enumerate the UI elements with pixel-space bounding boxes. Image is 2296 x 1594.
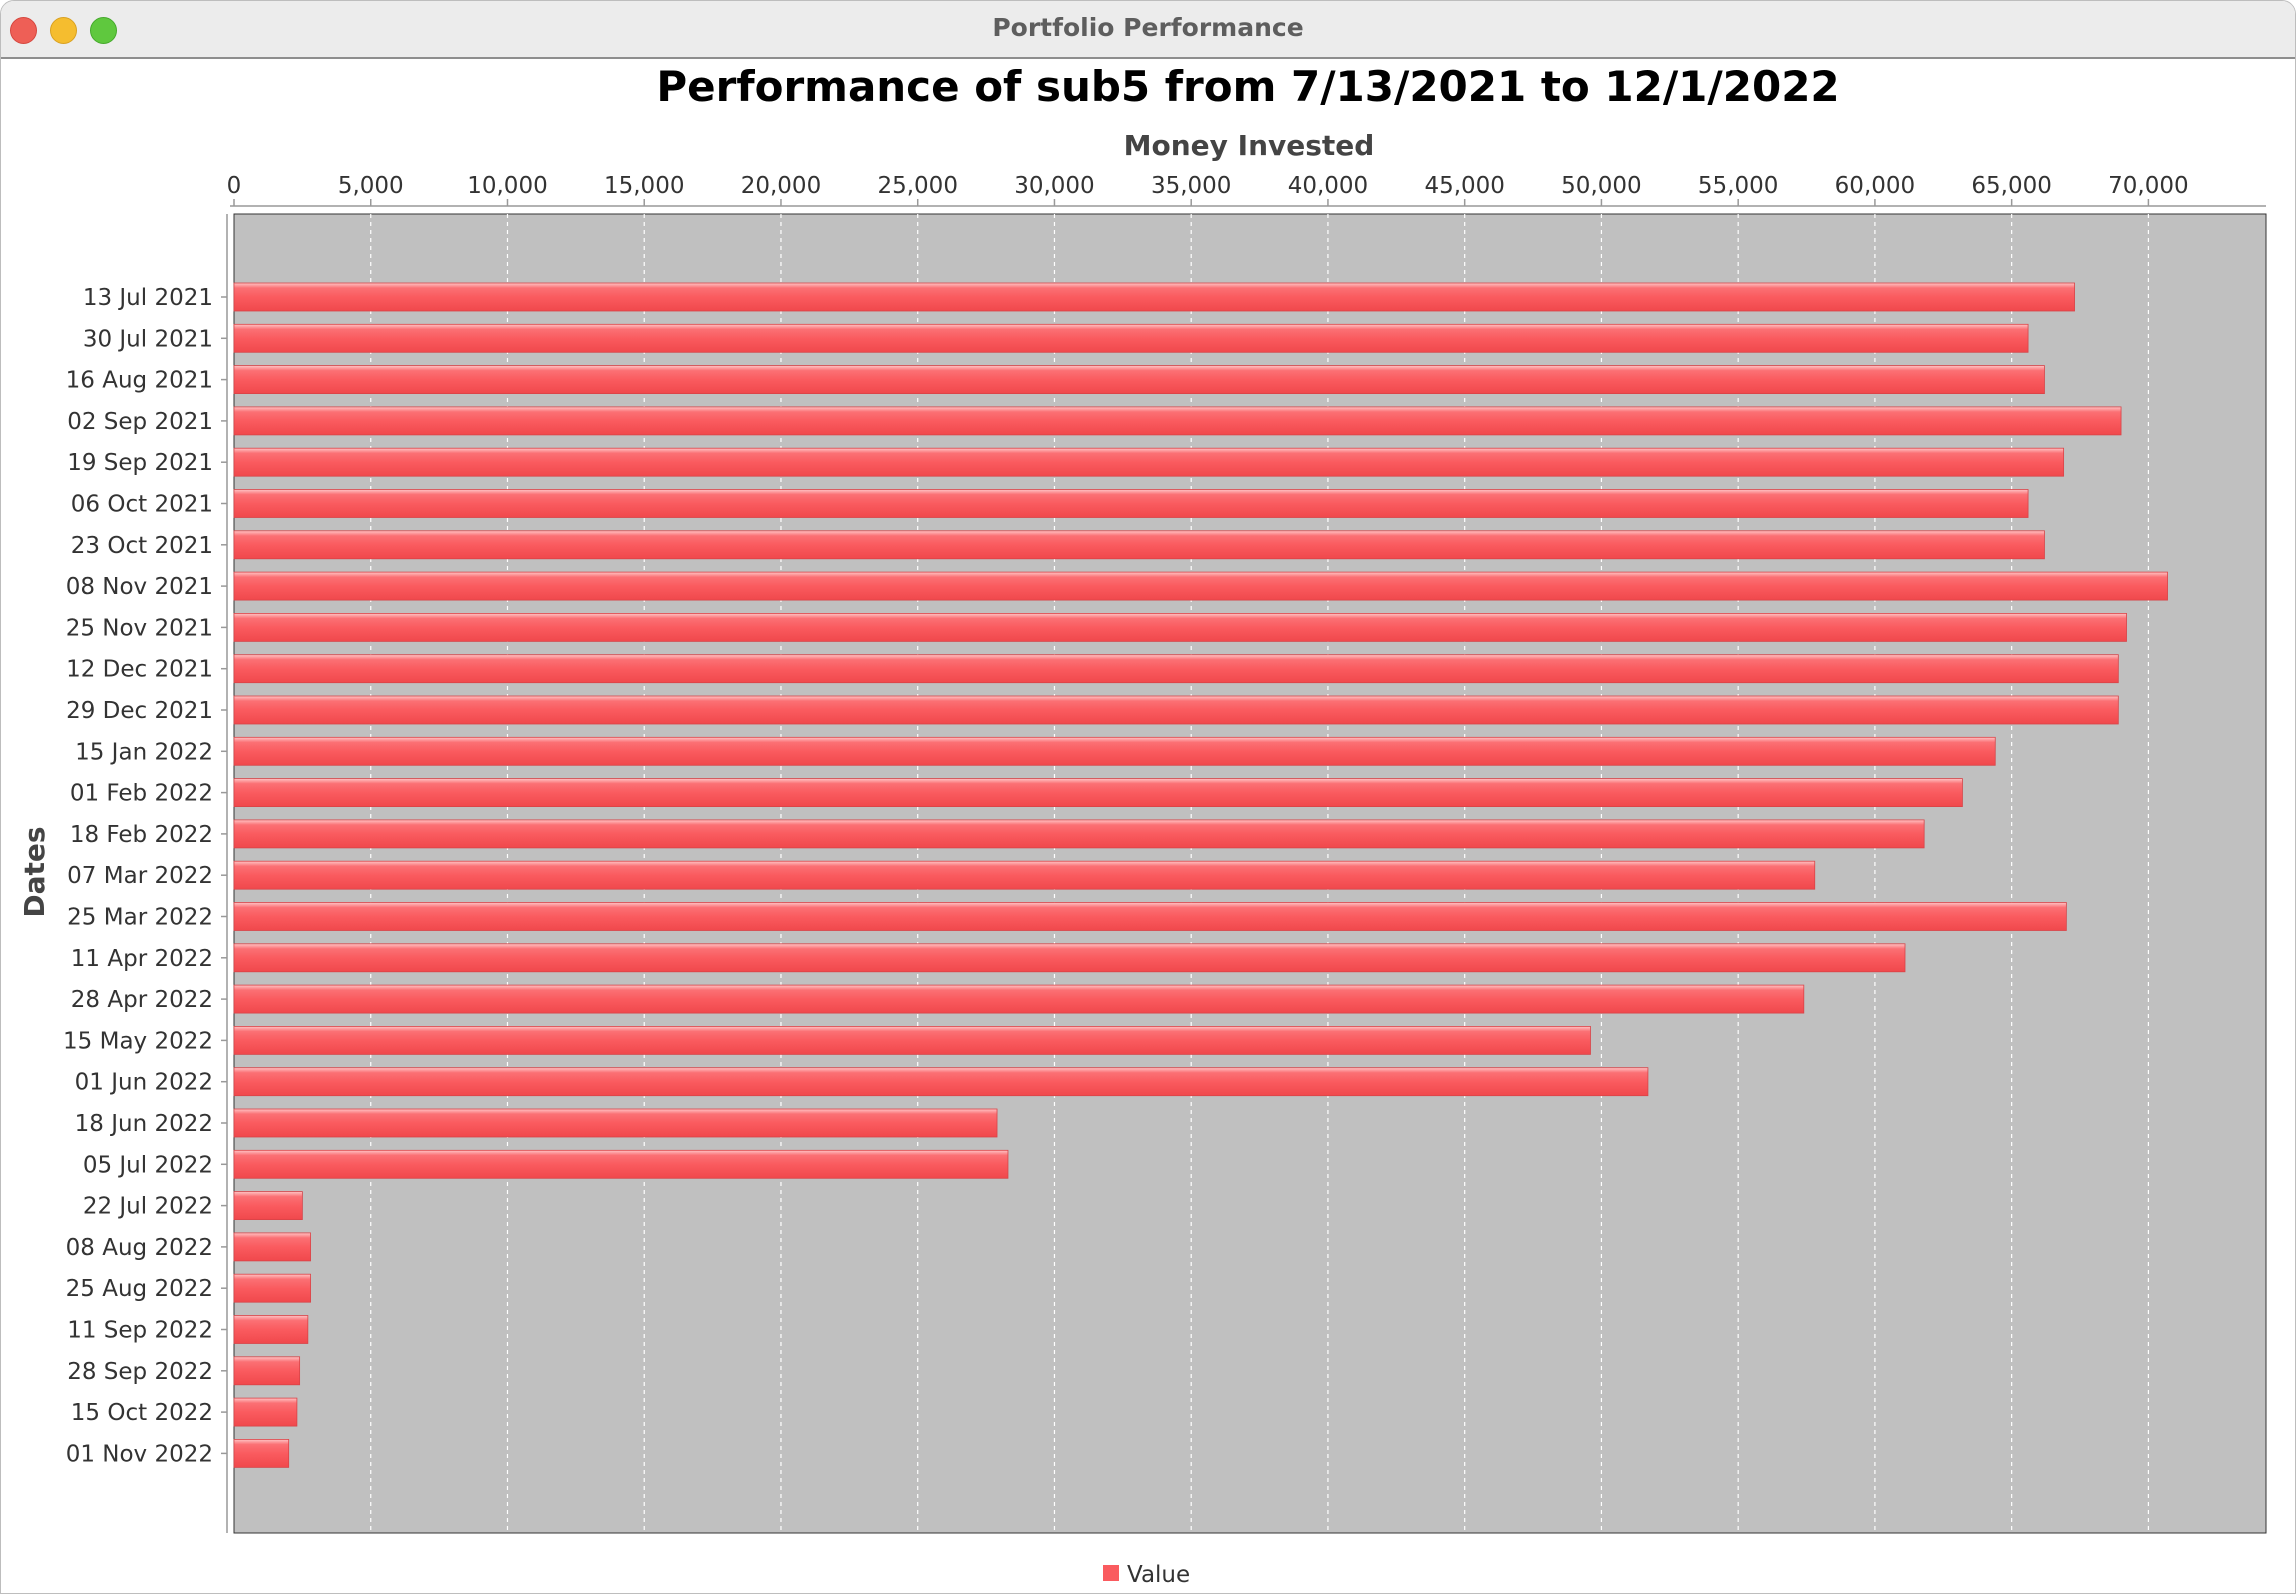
x-tick-label: 40,000 bbox=[1288, 173, 1368, 199]
bar bbox=[233, 1191, 303, 1220]
bar bbox=[233, 447, 2065, 477]
x-tick-label: 20,000 bbox=[741, 173, 821, 199]
bar bbox=[233, 282, 2075, 312]
y-tick-label: 25 Nov 2021 bbox=[66, 615, 213, 641]
y-axis-label: Dates bbox=[18, 826, 51, 917]
bar bbox=[233, 365, 2045, 395]
bar bbox=[233, 695, 2119, 725]
legend-label: Value bbox=[1127, 1562, 1190, 1588]
bar bbox=[233, 1397, 298, 1427]
y-tick-label: 11 Apr 2022 bbox=[71, 946, 213, 972]
bar bbox=[233, 613, 2127, 642]
y-tick-label: 05 Jul 2022 bbox=[83, 1152, 213, 1178]
legend: Value bbox=[1103, 1562, 1190, 1588]
minimize-window-button[interactable] bbox=[50, 17, 77, 44]
x-tick-label: 45,000 bbox=[1424, 173, 1504, 199]
y-tick-label: 11 Sep 2022 bbox=[67, 1318, 213, 1344]
x-tick-label: 70,000 bbox=[2108, 173, 2188, 199]
bar bbox=[233, 1067, 1649, 1097]
bar bbox=[233, 1108, 998, 1138]
bar-series bbox=[233, 282, 2168, 1468]
zoom-window-button[interactable] bbox=[90, 17, 117, 44]
x-tick-label: 0 bbox=[227, 173, 242, 199]
y-tick-label: 19 Sep 2021 bbox=[67, 450, 213, 476]
y-axis: 13 Jul 2021 30 Jul 2021 16 Aug 2021 02 Sep … bbox=[63, 214, 228, 1533]
close-window-button[interactable] bbox=[10, 17, 37, 44]
bar bbox=[233, 984, 1805, 1014]
chart-title: Performance of sub5 from 7/13/2021 to 12… bbox=[656, 62, 1839, 111]
y-tick-label: 08 Nov 2021 bbox=[66, 574, 213, 600]
y-tick-label: 06 Oct 2021 bbox=[71, 492, 213, 518]
y-tick-label: 15 Jan 2022 bbox=[75, 739, 213, 765]
x-tick-label: 15,000 bbox=[604, 173, 684, 199]
y-tick-label: 28 Sep 2022 bbox=[67, 1359, 213, 1385]
y-tick-label: 02 Sep 2021 bbox=[67, 409, 213, 435]
bar bbox=[233, 1273, 311, 1303]
bar bbox=[233, 1315, 309, 1344]
y-tick-label: 16 Aug 2021 bbox=[66, 368, 213, 394]
bar bbox=[233, 530, 2045, 560]
y-tick-label: 01 Feb 2022 bbox=[70, 781, 213, 807]
bar bbox=[233, 1232, 311, 1262]
y-tick-label: 01 Jun 2022 bbox=[75, 1070, 213, 1096]
bar bbox=[233, 323, 2029, 353]
y-tick-label: 13 Jul 2021 bbox=[83, 285, 213, 311]
y-tick-label: 29 Dec 2021 bbox=[66, 698, 213, 724]
y-tick-label: 23 Oct 2021 bbox=[71, 533, 213, 559]
x-axis: 0 5,000 10,000 15,000 20,000 25,000 30,000 35,0… bbox=[227, 173, 2266, 207]
bar bbox=[233, 406, 2122, 436]
x-tick-label: 10,000 bbox=[467, 173, 547, 199]
x-tick-label: 25,000 bbox=[877, 173, 957, 199]
x-tick-label: 65,000 bbox=[1971, 173, 2051, 199]
bar bbox=[233, 943, 1906, 973]
y-tick-label: 28 Apr 2022 bbox=[71, 987, 213, 1013]
y-tick-label: 25 Aug 2022 bbox=[66, 1276, 213, 1302]
bar bbox=[233, 654, 2119, 684]
y-tick-label: 15 May 2022 bbox=[63, 1028, 213, 1054]
y-tick-label: 08 Aug 2022 bbox=[66, 1235, 213, 1261]
bar bbox=[233, 736, 1996, 766]
x-tick-label: 60,000 bbox=[1835, 173, 1915, 199]
y-tick-label: 25 Mar 2022 bbox=[67, 905, 213, 931]
bar bbox=[233, 1439, 290, 1468]
x-tick-label: 30,000 bbox=[1014, 173, 1094, 199]
title-bar[interactable]: Portfolio Performance bbox=[1, 1, 2295, 59]
x-tick-label: 50,000 bbox=[1561, 173, 1641, 199]
legend-swatch bbox=[1103, 1565, 1119, 1581]
x-tick-label: 55,000 bbox=[1698, 173, 1778, 199]
bar bbox=[233, 571, 2168, 601]
bar bbox=[233, 860, 1816, 890]
y-tick-label: 22 Jul 2022 bbox=[83, 1194, 213, 1220]
y-tick-label: 01 Nov 2022 bbox=[66, 1441, 213, 1467]
y-tick-label: 12 Dec 2021 bbox=[66, 657, 213, 683]
bar bbox=[233, 819, 1925, 849]
y-tick-label: 07 Mar 2022 bbox=[67, 863, 213, 889]
bar bbox=[233, 902, 2067, 931]
y-tick-label: 18 Feb 2022 bbox=[70, 822, 213, 848]
bar bbox=[233, 1149, 1009, 1179]
x-tick-label: 5,000 bbox=[338, 173, 404, 199]
window-title: Portfolio Performance bbox=[992, 13, 1304, 42]
y-tick-label: 18 Jun 2022 bbox=[75, 1111, 213, 1137]
x-tick-label: 35,000 bbox=[1151, 173, 1231, 199]
bar bbox=[233, 1356, 301, 1386]
bar bbox=[233, 1026, 1591, 1055]
y-tick-label: 30 Jul 2021 bbox=[83, 326, 213, 352]
y-tick-label: 15 Oct 2022 bbox=[71, 1400, 213, 1426]
bar bbox=[233, 778, 1963, 807]
bar bbox=[233, 489, 2029, 518]
x-axis-label: Money Invested bbox=[1124, 129, 1375, 162]
